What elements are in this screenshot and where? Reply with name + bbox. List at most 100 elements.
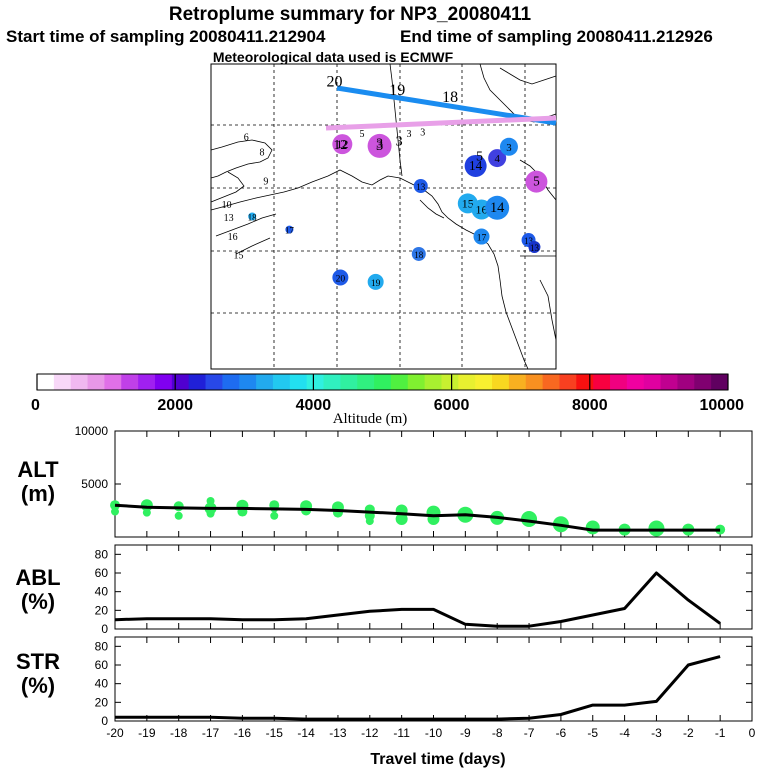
colorbar-cell [171, 374, 190, 390]
map-dot-label: 3 [506, 142, 511, 154]
map-dot [285, 225, 294, 234]
map-dot [525, 170, 548, 193]
colorbar-ticks: 0 2000 4000 6000 8000 10000 [31, 374, 744, 414]
colorbar-cell [104, 374, 122, 390]
map-time-label: 16 [228, 232, 238, 243]
colorbar-cell [677, 374, 695, 390]
x-tick-label: 0 [749, 726, 756, 740]
alt-particle-point [715, 524, 726, 535]
colorbar-tick-label: 4000 [296, 397, 332, 414]
colorbar-cell [289, 374, 308, 390]
y-tick-label: 60 [95, 566, 109, 580]
colorbar-cell [340, 374, 358, 390]
y-tick-label: 60 [95, 658, 109, 672]
str-label-top: STR [16, 649, 60, 674]
x-tick-label: -20 [106, 726, 124, 740]
colorbar-cell [458, 374, 476, 390]
y-tick-label: 5000 [81, 477, 108, 491]
colorbar-cell [626, 374, 645, 390]
x-tick-label: -7 [524, 726, 535, 740]
colorbar-cell [374, 374, 392, 390]
colorbar-cell [53, 374, 72, 390]
x-tick-label: -9 [460, 726, 471, 740]
colorbar-cell [610, 374, 628, 390]
x-tick-label: -3 [651, 726, 662, 740]
colorbar-cell [559, 374, 577, 390]
alt-series-line [114, 503, 721, 532]
alt-label-bottom: (m) [21, 481, 55, 506]
x-tick-label: -11 [393, 726, 410, 740]
colorbar-cell [525, 374, 544, 390]
colorbar-cell [323, 374, 341, 390]
str-series-line [115, 655, 721, 721]
colorbar-tick-label: 6000 [434, 397, 470, 414]
x-tick-label: -6 [556, 726, 567, 740]
map-time-label: 3 [420, 127, 425, 138]
map-dot [411, 246, 426, 261]
y-tick-label: 40 [95, 677, 109, 691]
colorbar-cell [205, 374, 223, 390]
alt-particle-point [111, 507, 119, 516]
abl-series-line [114, 571, 721, 628]
abl-frame [114, 544, 753, 630]
map-dot [332, 134, 353, 155]
colorbar-cells [37, 374, 729, 390]
x-tick-label: -1 [715, 726, 726, 740]
start-time-label: Start time of sampling 20080411.212904 [6, 27, 326, 46]
map-time-label: 13 [224, 213, 234, 224]
map-time-label: 6 [244, 133, 249, 144]
map-dot [332, 269, 349, 286]
map-dot [248, 212, 257, 221]
colorbar-cell [492, 374, 510, 390]
colorbar-cell [188, 374, 207, 390]
map-time-label: 15 [233, 250, 243, 261]
map-dot [488, 149, 507, 168]
map-dot-label: 13 [530, 243, 540, 253]
colorbar-cell [593, 374, 611, 390]
alt-particle-point [142, 508, 151, 517]
y-tick-label: 0 [101, 622, 108, 636]
colorbar-tick-label: 2000 [157, 397, 193, 414]
x-tick-label: -17 [202, 726, 220, 740]
abl-panel: 0 20 40 60 80 [95, 544, 753, 636]
x-tick-label: -14 [297, 726, 315, 740]
y-tick-label: 40 [95, 585, 109, 599]
colorbar-cell [138, 374, 156, 390]
colorbar-tick-label: 10000 [700, 397, 745, 414]
colorbar-cell [542, 374, 560, 390]
trajectory-pink-label: 5 [476, 150, 483, 165]
colorbar-cell [441, 374, 459, 390]
met-data-label: Meteorological data used is ECMWF [213, 49, 454, 65]
x-tick-label: -5 [587, 726, 598, 740]
colorbar-cell [508, 374, 527, 390]
y-tick-label: 80 [95, 639, 109, 653]
map-dot-label: 16 [476, 203, 488, 217]
map-time-label: 10 [222, 200, 232, 211]
colorbar-cell [306, 374, 325, 390]
abl-label-top: ABL [15, 565, 60, 590]
colorbar-cell [660, 374, 678, 390]
map-dot-label: 13 [524, 236, 534, 246]
map-dot-label: 3 [376, 138, 383, 154]
map-time-label: 5 [359, 129, 364, 140]
x-tick-label: -16 [234, 726, 252, 740]
alt-particle-point [585, 520, 600, 535]
abl-label-bottom: (%) [21, 589, 55, 614]
trajectory-blue-label: 19 [389, 82, 405, 99]
colorbar-cell [87, 374, 105, 390]
colorbar-cell [407, 374, 426, 390]
trajectory-blue-label: 18 [442, 89, 458, 106]
colorbar-label: Altitude (m) [333, 411, 408, 427]
map-dot-label: 15 [462, 196, 474, 210]
map-dot [464, 154, 487, 177]
map-dot-label: 17 [285, 226, 295, 236]
alt-particle-point [648, 520, 665, 537]
alt-panel: 5000 10000 [75, 424, 753, 538]
map-dot-label: 12 [336, 137, 348, 151]
str-label-bottom: (%) [21, 673, 55, 698]
str-frame [114, 636, 753, 722]
colorbar-cell [475, 374, 493, 390]
